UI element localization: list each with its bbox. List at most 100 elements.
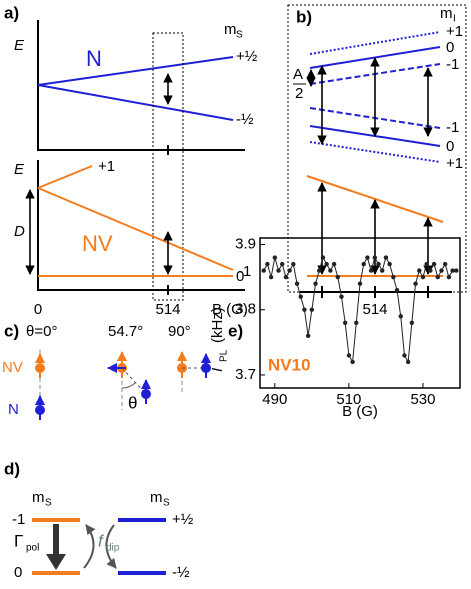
data-point [265,261,270,267]
angle-label: θ=0° [26,323,57,340]
data-point [413,281,418,286]
data-point [339,294,344,299]
data-point [294,281,300,286]
hyperfine-label: 2 [295,85,303,102]
data-point [402,353,407,358]
level-label: -1 [238,263,251,280]
data-point [357,281,363,286]
data-point [342,320,348,325]
data-point [287,268,292,273]
data-point [276,268,281,273]
level-label: -½ [236,111,254,128]
rate-label: f [98,531,105,550]
panel-label: b) [296,7,312,26]
panel-label: e) [228,321,243,340]
pol-arrowhead [46,554,66,570]
data-point [439,268,444,273]
panel-a: a) E N m S +½ -½ E +1 -1 0 0 NV D 0 514 … [4,3,258,317]
level-label: 0 [14,564,22,581]
data-point [376,261,381,267]
x-tick-label: 510 [336,391,361,408]
level-label: 0 [446,138,454,155]
data-point [398,314,403,319]
data-point [435,274,440,280]
level-label: 0 [446,39,454,56]
data-point [361,261,366,267]
data-point [380,268,385,273]
y-axis-sub: PL [219,349,230,362]
data-point [350,359,355,365]
level-label: +1 [446,23,463,40]
data-point [331,261,337,267]
data-point [368,268,374,273]
angle-label: 90° [168,323,191,340]
level-label: 0 [236,268,244,285]
level-label: -1 [446,119,459,136]
spin-label: m [224,21,237,38]
y-tick-label: 3.8 [235,301,256,318]
data-point [405,359,411,365]
data-point [272,255,278,260]
annotation: NV10 [268,355,311,374]
axes [37,20,245,151]
nv-levels [37,165,234,277]
axis-label: E [14,37,25,54]
rate-sub: pol [26,543,39,554]
data-point [428,268,433,273]
splitting-label: D [14,223,25,240]
axes [37,160,245,291]
panel-c: c) θ=0° 54.7° 90° NV N θ [2,321,211,420]
data-point [365,255,370,260]
n-label: N [8,401,19,418]
tick-label: 0 [34,301,42,318]
y-axis-unit: (kHz) [209,307,226,343]
rate-label: Γ [14,531,23,550]
data-point [431,261,437,267]
data-point [280,261,285,267]
data-point [372,255,378,260]
data-point [383,255,389,260]
data-point [335,274,340,280]
data-point [354,320,359,325]
data-point [328,268,333,273]
y-tick-label: 3.9 [235,235,256,252]
level-label: -1 [12,511,25,528]
level-label: +½ [172,511,194,528]
n-levels [37,56,234,121]
level-label: +1 [98,158,115,175]
y-axis-label: I [209,368,226,372]
data-point [305,333,311,339]
window [152,32,184,301]
data-point [454,268,459,273]
spin-label: m [150,489,163,506]
level-label: -1 [446,56,459,73]
data-point [268,274,274,280]
nv-label: NV [82,231,113,256]
data-point [424,261,429,267]
nv-levels [306,175,444,277]
data-point [291,261,296,267]
spin-sub: S [236,30,243,41]
tick-label: 514 [362,301,387,318]
data-point [298,294,303,299]
level [309,141,441,163]
data-point [442,261,448,267]
hyperfine-label: A [293,66,303,83]
spin-sub: S [163,498,170,509]
spin-label: m [440,5,453,22]
x-axis-label: B (G) [342,403,378,420]
data-point [420,274,426,280]
data-point [302,307,307,312]
data-point [283,274,289,280]
panel-label: d) [4,459,20,478]
data-point [313,281,318,286]
data-point [317,268,322,273]
level-label: +1 [446,155,463,172]
link [121,367,147,395]
data-point [391,274,396,280]
axis-label: E [14,161,25,178]
theta-label: θ [128,393,137,412]
data-point [394,287,400,293]
data-point [320,255,326,260]
